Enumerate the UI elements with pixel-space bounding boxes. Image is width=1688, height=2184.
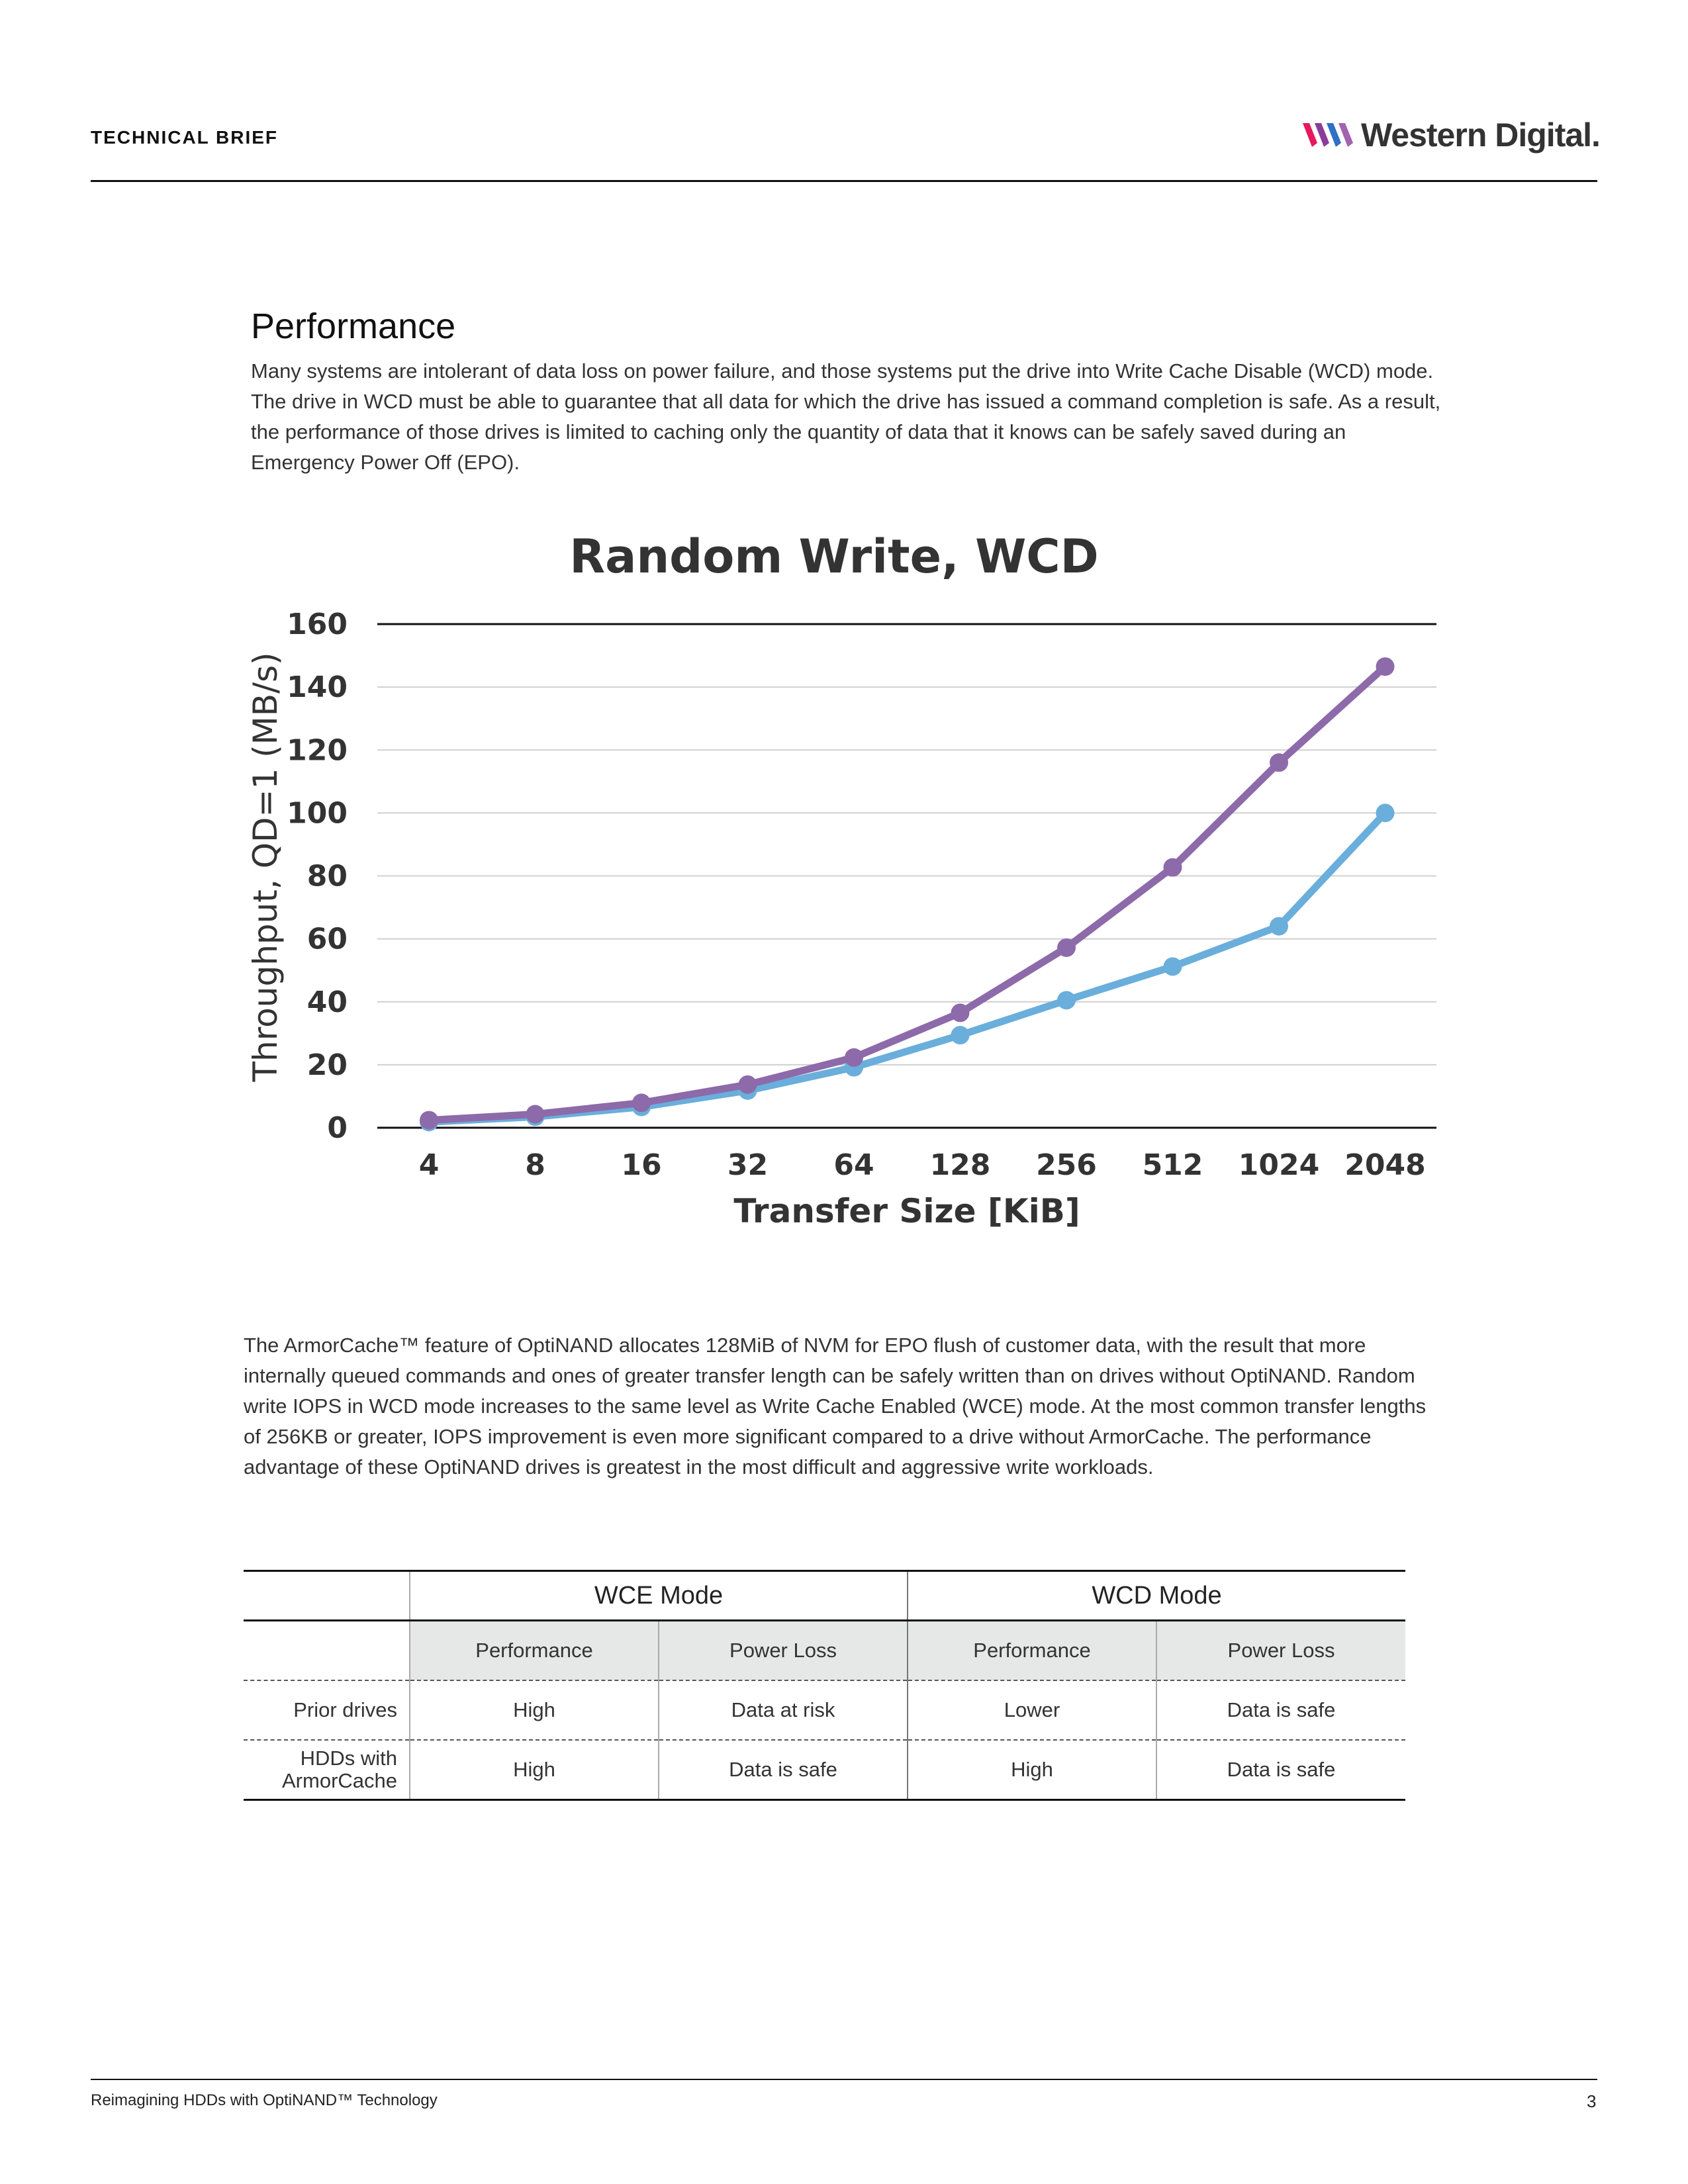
y-tick-label: 120 xyxy=(287,733,348,767)
western-digital-logo: Western Digital. xyxy=(1303,116,1601,154)
intro-paragraph: Many systems are intolerant of data loss… xyxy=(251,359,1441,474)
series-2 xyxy=(420,657,1395,1130)
data-point xyxy=(1057,938,1076,957)
table-cell: High xyxy=(409,1680,659,1741)
table-corner xyxy=(244,1620,410,1681)
table-cell: Data at risk xyxy=(658,1680,908,1741)
header-divider xyxy=(91,180,1597,182)
y-tick-label: 40 xyxy=(307,985,348,1019)
mode-header-wcd: WCD Mode xyxy=(907,1570,1405,1621)
table-subheader-row: Performance Power Loss Performance Power… xyxy=(244,1620,1405,1681)
x-tick-label: 16 xyxy=(621,1148,661,1182)
data-point xyxy=(1163,957,1182,976)
y-axis-ticks: 0 20 40 60 80 100 120 140 160 xyxy=(287,608,348,1145)
y-tick-label: 0 xyxy=(327,1111,348,1145)
x-axis-ticks: 4 8 16 32 64 128 256 512 1024 2048 xyxy=(419,1148,1426,1182)
x-axis-label: Transfer Size [KiB] xyxy=(733,1192,1080,1230)
table-corner xyxy=(244,1570,410,1621)
x-tick-label: 8 xyxy=(525,1148,545,1182)
data-point xyxy=(1270,753,1288,772)
mode-comparison-table: WCE Mode WCD Mode Performance Power Loss… xyxy=(244,1570,1405,1801)
data-point xyxy=(1163,858,1182,877)
header-label: TECHNICAL BRIEF xyxy=(91,127,279,148)
row-label: Prior drives xyxy=(244,1680,410,1741)
western-digital-logo-icon xyxy=(1303,123,1353,147)
logo-text: Western Digital. xyxy=(1361,116,1601,154)
x-tick-label: 128 xyxy=(930,1148,991,1182)
page-number: 3 xyxy=(1587,2091,1597,2111)
subheader-cell: Performance xyxy=(409,1620,659,1681)
data-point xyxy=(526,1105,545,1124)
x-tick-label: 4 xyxy=(419,1148,440,1182)
data-point xyxy=(420,1111,438,1130)
y-tick-label: 160 xyxy=(287,608,348,641)
chart-series xyxy=(420,657,1395,1132)
x-tick-label: 1024 xyxy=(1239,1148,1319,1182)
footer-divider xyxy=(91,2079,1597,2080)
footer-title: Reimagining HDDs with OptiNAND™ Technolo… xyxy=(91,2091,438,2109)
data-point xyxy=(951,1026,970,1045)
data-point xyxy=(738,1075,757,1094)
random-write-chart: Random Write, WCD 020406080100120140160 … xyxy=(246,529,1436,1230)
y-tick-label: 20 xyxy=(307,1048,348,1082)
table-cell: Data is safe xyxy=(1156,1680,1405,1741)
y-tick-label: 100 xyxy=(287,796,348,830)
data-point xyxy=(1057,991,1076,1010)
subheader-cell: Power Loss xyxy=(1156,1620,1405,1681)
series-1 xyxy=(420,803,1395,1132)
chart-gridlines xyxy=(377,623,1436,1129)
table-cell: Data is safe xyxy=(658,1740,908,1801)
row-label: HDDs with ArmorCache xyxy=(244,1740,410,1801)
subheader-cell: Power Loss xyxy=(658,1620,908,1681)
y-axis-label: Throughput, QD=1 (MB/s) xyxy=(246,652,285,1082)
armorcache-paragraph: The ArmorCache™ feature of OptiNAND allo… xyxy=(244,1334,1427,1479)
table-mode-row: WCE Mode WCD Mode xyxy=(244,1570,1405,1621)
data-point xyxy=(845,1048,863,1067)
data-point xyxy=(951,1003,970,1023)
subheader-cell: Performance xyxy=(907,1620,1156,1681)
table-cell: Data is safe xyxy=(1156,1740,1405,1801)
y-tick-label: 140 xyxy=(287,670,348,704)
y-tick-label: 60 xyxy=(307,923,348,956)
mode-header-wce: WCE Mode xyxy=(409,1570,908,1621)
data-point xyxy=(632,1093,651,1113)
series-line xyxy=(425,809,1389,1126)
data-point xyxy=(1270,917,1288,936)
table-row: Prior drives High Data at risk Lower Dat… xyxy=(244,1680,1405,1741)
data-point xyxy=(1376,803,1395,823)
x-tick-label: 256 xyxy=(1036,1148,1097,1182)
table-cell: High xyxy=(409,1740,659,1801)
x-tick-label: 64 xyxy=(833,1148,874,1182)
series-line xyxy=(425,662,1389,1124)
table-cell: High xyxy=(907,1740,1156,1801)
section-title: Performance xyxy=(251,306,456,346)
x-tick-label: 2048 xyxy=(1344,1148,1425,1182)
x-tick-label: 32 xyxy=(727,1148,768,1182)
y-tick-label: 80 xyxy=(307,860,348,893)
table-cell: Lower xyxy=(907,1680,1156,1741)
chart-title: Random Write, WCD xyxy=(569,529,1099,584)
x-tick-label: 512 xyxy=(1143,1148,1203,1182)
table-row: HDDs with ArmorCache High Data is safe H… xyxy=(244,1740,1405,1801)
data-point xyxy=(1376,657,1395,676)
